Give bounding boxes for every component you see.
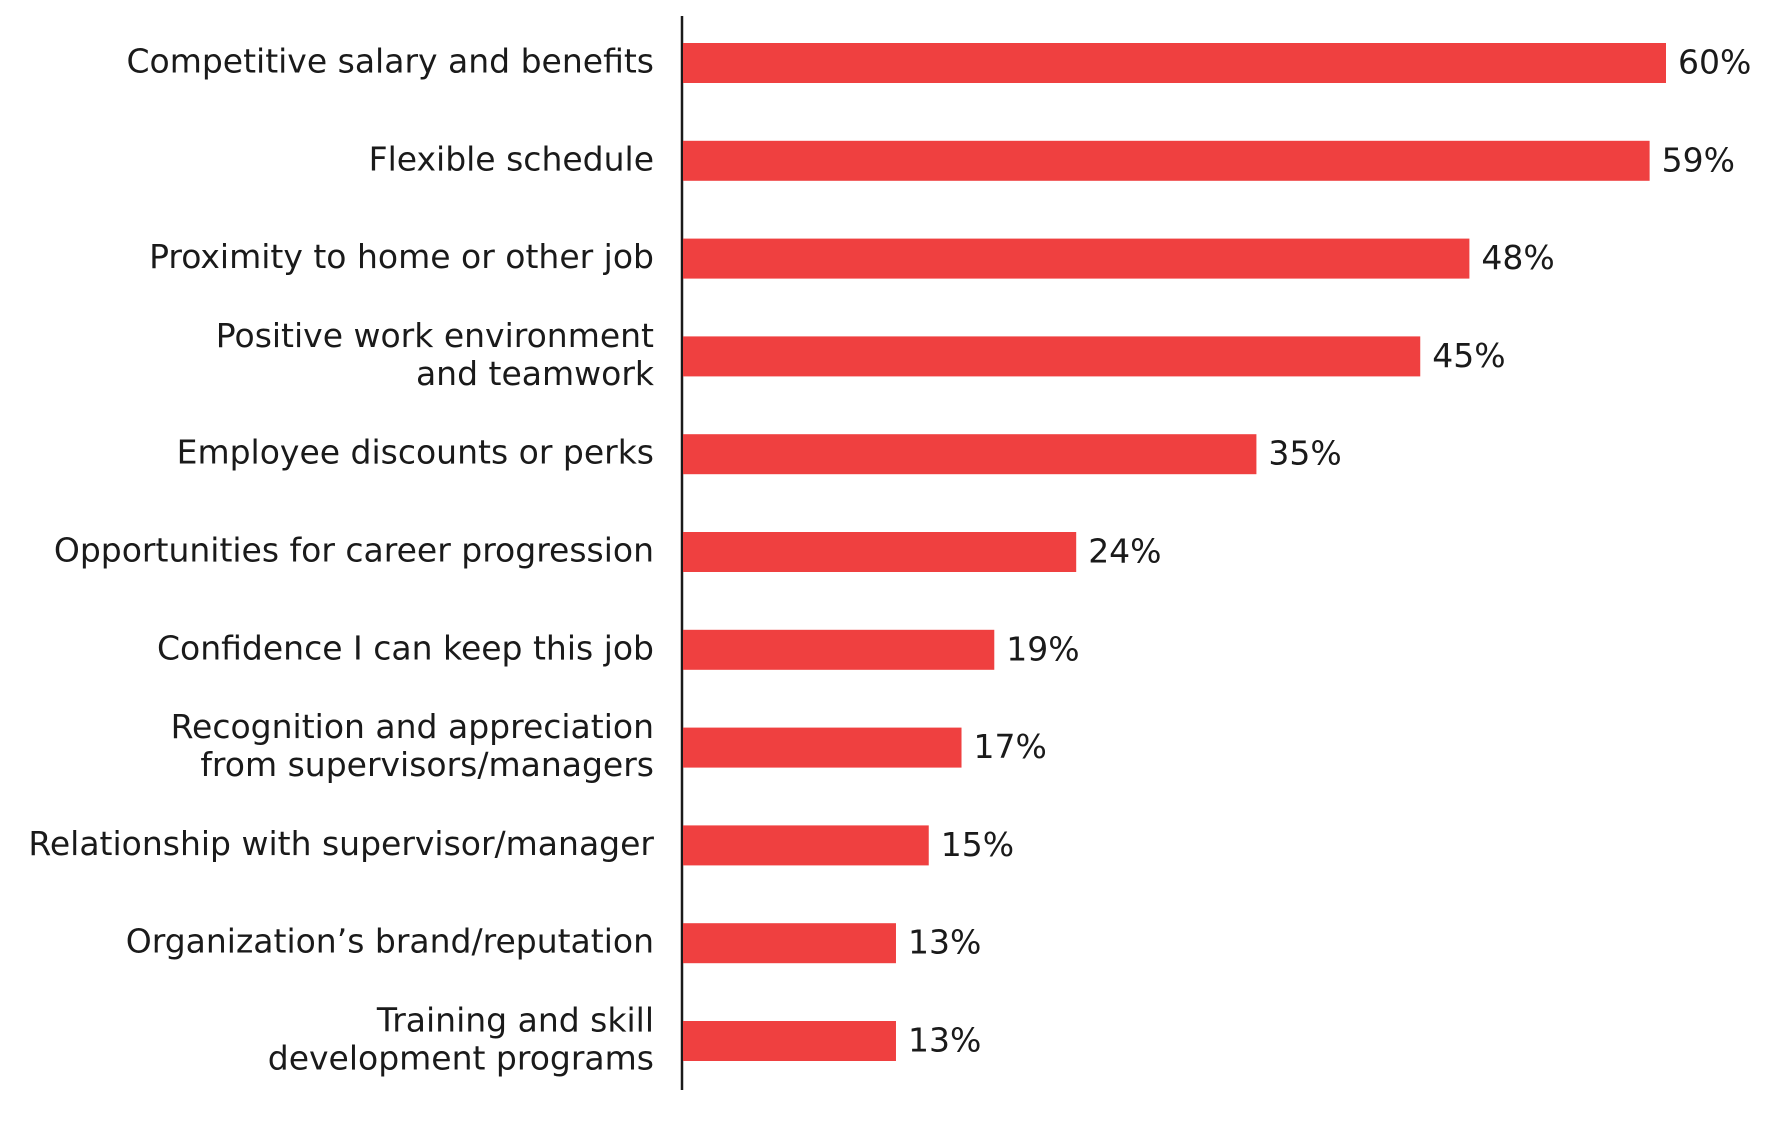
bar-7	[683, 727, 962, 768]
value-label-9: 13%	[908, 923, 981, 962]
value-label-1: 59%	[1662, 140, 1735, 179]
bar-9	[683, 923, 896, 964]
bar-3	[683, 336, 1421, 377]
bar-10	[683, 1021, 896, 1061]
value-label-4: 35%	[1268, 434, 1341, 473]
category-label-line: development programs	[268, 1039, 654, 1078]
category-label-line: Employee discounts or perks	[177, 433, 654, 472]
category-label-7: Recognition and appreciation from supervi…	[171, 707, 654, 784]
category-label-2: Proximity to home or other job	[149, 237, 654, 276]
category-label-line: Competitive salary and benefits	[126, 42, 654, 81]
category-label-5: Opportunities for career progression	[54, 531, 654, 570]
category-label-4: Employee discounts or perks	[177, 433, 654, 472]
bar-5	[683, 532, 1077, 572]
category-label-line: Flexible schedule	[369, 139, 654, 178]
category-label-1: Flexible schedule	[369, 139, 654, 178]
category-label-line: and teamwork	[416, 354, 655, 393]
category-label-8: Relationship with supervisor/manager	[28, 824, 654, 863]
bar-2	[683, 238, 1470, 279]
category-labels: Competitive salary and benefits Flexible …	[28, 42, 654, 1078]
category-label-line: Positive work environment	[216, 316, 654, 355]
category-label-line: Confidence I can keep this job	[157, 628, 654, 667]
category-label-0: Competitive salary and benefits	[126, 42, 654, 81]
category-label-line: Proximity to home or other job	[149, 237, 654, 276]
bar-4	[683, 434, 1257, 475]
bars-group	[683, 43, 1666, 1061]
value-label-2: 48%	[1481, 238, 1554, 277]
bar-1	[683, 140, 1650, 181]
category-label-10: Training and skill development programs	[268, 1001, 654, 1078]
bar-0	[683, 43, 1666, 83]
category-label-line: Opportunities for career progression	[54, 531, 654, 570]
category-label-line: Relationship with supervisor/manager	[28, 824, 654, 863]
value-label-10: 13%	[908, 1021, 981, 1060]
category-label-line: Organization’s brand/reputation	[126, 922, 654, 961]
value-label-5: 24%	[1088, 532, 1161, 571]
bar-8	[683, 825, 929, 866]
value-label-8: 15%	[941, 825, 1014, 864]
category-label-6: Confidence I can keep this job	[157, 628, 654, 667]
value-labels: 60% 59% 48% 45% 35% 24% 19% 17% 15% 13% 13%	[908, 43, 1751, 1060]
category-label-line: Training and skill	[376, 1001, 654, 1040]
category-label-line: Recognition and appreciation	[171, 707, 654, 746]
value-label-0: 60%	[1678, 43, 1751, 82]
value-label-6: 19%	[1006, 629, 1079, 668]
value-label-7: 17%	[974, 727, 1047, 766]
category-label-9: Organization’s brand/reputation	[126, 922, 654, 961]
bar-6	[683, 629, 995, 670]
value-label-3: 45%	[1432, 336, 1505, 375]
category-label-3: Positive work environment and teamwork	[216, 316, 655, 393]
category-label-line: from supervisors/managers	[200, 745, 654, 784]
